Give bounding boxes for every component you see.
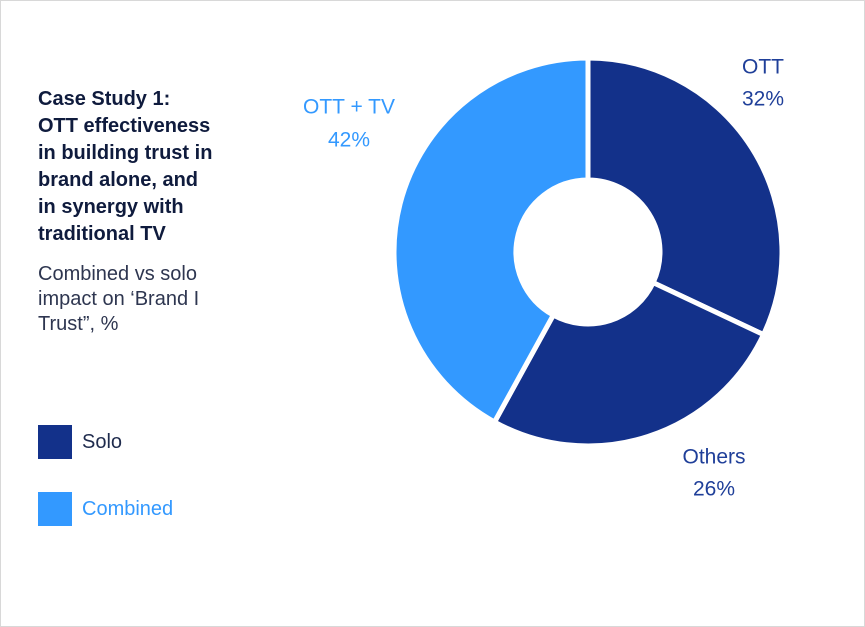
- slice-name-label: OTT + TV: [303, 96, 395, 119]
- legend-swatch-solo: [38, 425, 72, 459]
- legend-label-combined: Combined: [82, 497, 174, 520]
- slice-name-label: OTT: [742, 56, 784, 79]
- legend-item-combined: Combined: [38, 491, 173, 527]
- slice-name-label: Others: [682, 446, 745, 469]
- slice-value-label: 42%: [328, 129, 370, 152]
- legend-item-solo: Solo: [38, 424, 173, 460]
- legend-label-solo: Solo: [82, 430, 123, 453]
- slice-value-label: 26%: [693, 478, 735, 501]
- donut-slice-ott: [585, 55, 785, 338]
- slice-value-label: 32%: [742, 88, 784, 111]
- chart-legend: Solo Combined: [38, 424, 173, 558]
- donut-slice-others: [491, 279, 767, 449]
- legend-swatch-combined: [38, 492, 72, 526]
- chart-title: Case Study 1: OTT effectiveness in build…: [38, 88, 213, 245]
- donut-slice-ott-tv: [391, 55, 591, 426]
- chart-subtitle: Combined vs solo impact on ‘Brand I Trus…: [38, 263, 200, 335]
